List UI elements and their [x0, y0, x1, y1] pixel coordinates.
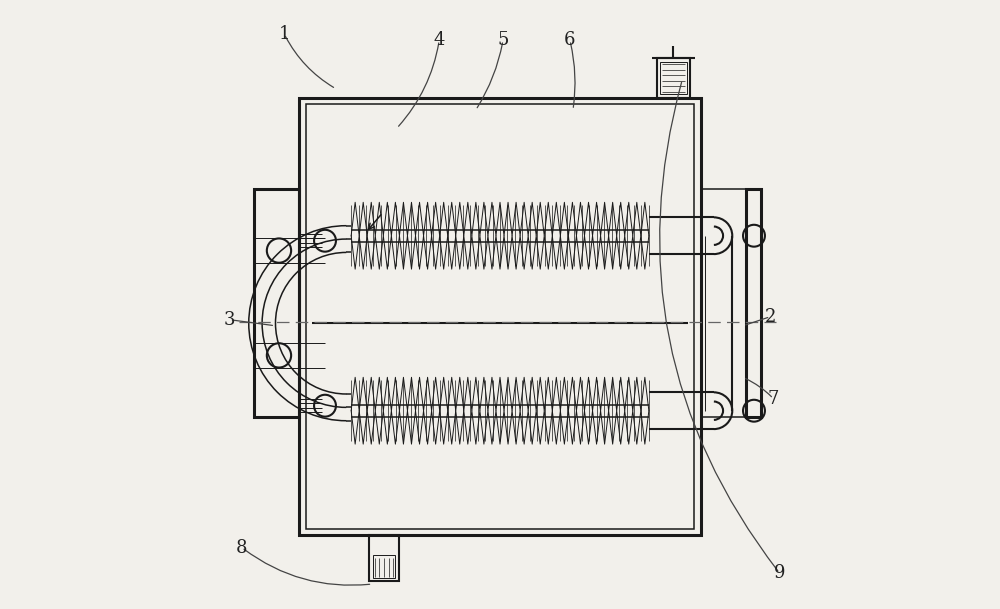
Bar — [373, 555, 395, 578]
Text: 2: 2 — [765, 308, 776, 326]
Text: 7: 7 — [768, 390, 779, 407]
Bar — [299, 98, 701, 535]
Bar — [701, 189, 761, 417]
Bar — [657, 58, 690, 98]
Text: 8: 8 — [236, 538, 248, 557]
Bar — [369, 535, 399, 581]
Text: 3: 3 — [224, 311, 235, 329]
Bar — [254, 189, 299, 417]
Bar — [660, 62, 687, 94]
Text: 5: 5 — [497, 31, 509, 49]
Bar — [746, 189, 761, 417]
Text: 4: 4 — [434, 31, 445, 49]
Bar — [306, 104, 694, 529]
Text: 6: 6 — [564, 31, 576, 49]
Text: 9: 9 — [774, 564, 785, 582]
Text: 1: 1 — [279, 25, 290, 43]
